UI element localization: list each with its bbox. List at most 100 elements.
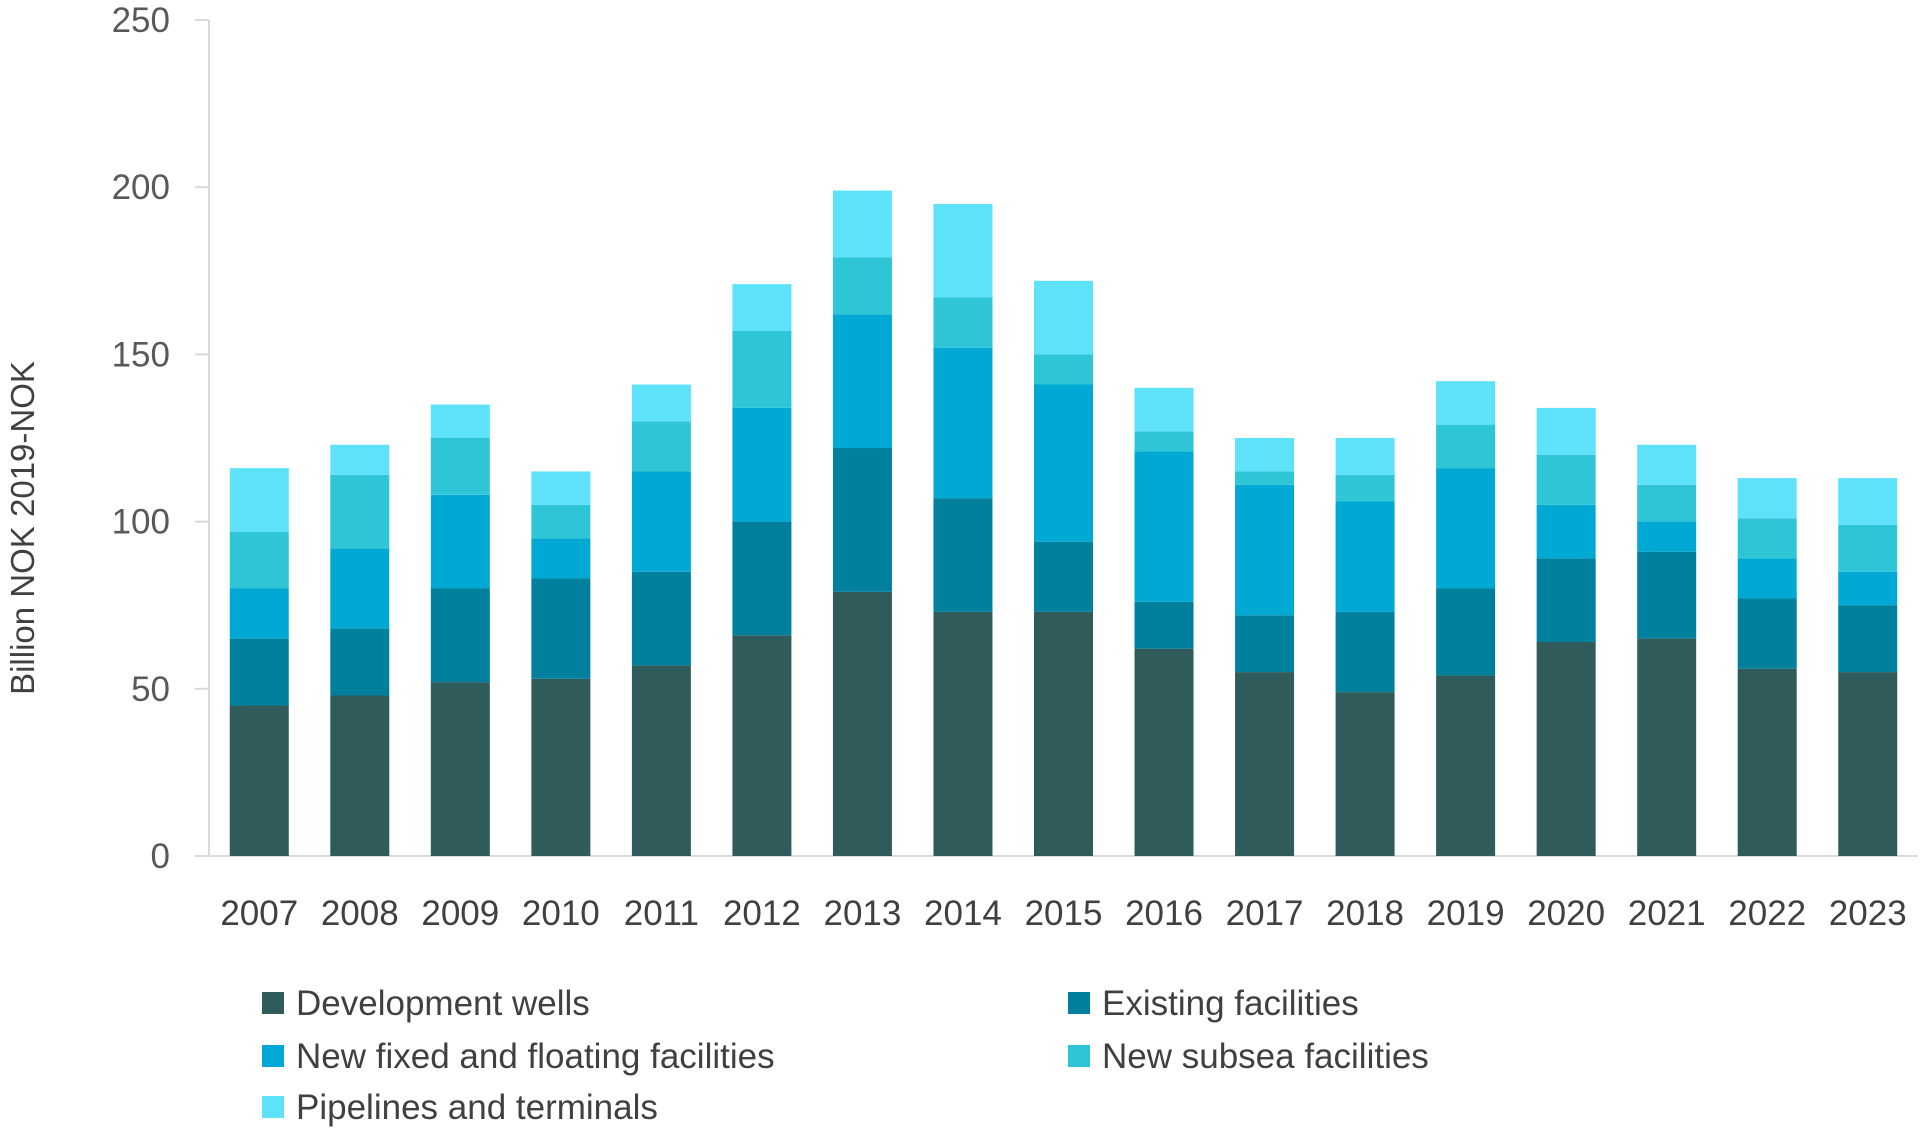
- bar-segment-development-wells-2020: [1536, 641, 1596, 856]
- bar-segment-new-fixed-and-floating-facilities-2008: [330, 548, 390, 629]
- legend-label: Development wells: [296, 984, 590, 1023]
- y-axis-title: Billion NOK 2019-NOK: [4, 361, 41, 695]
- bar-segment-existing-facilities-2023: [1838, 605, 1898, 673]
- bar-segment-pipelines-and-terminals-2013: [832, 190, 892, 258]
- bar-segment-new-subsea-facilities-2013: [832, 257, 892, 315]
- bar-segment-pipelines-and-terminals-2008: [330, 444, 390, 475]
- bar-segment-existing-facilities-2021: [1637, 551, 1697, 639]
- x-tick-label-2023: 2023: [1829, 894, 1907, 933]
- bar-segment-pipelines-and-terminals-2018: [1335, 438, 1395, 475]
- bar-segment-development-wells-2012: [732, 635, 792, 856]
- bar-segment-new-subsea-facilities-2010: [531, 504, 591, 539]
- bar-segment-pipelines-and-terminals-2021: [1637, 444, 1697, 485]
- bar-segment-existing-facilities-2015: [1034, 541, 1093, 612]
- bar-segment-new-fixed-and-floating-facilities-2012: [732, 407, 792, 522]
- bar-segment-new-subsea-facilities-2016: [1134, 431, 1194, 452]
- bar-segment-development-wells-2013: [832, 591, 892, 856]
- bar-segment-new-fixed-and-floating-facilities-2023: [1838, 571, 1898, 606]
- legend-swatch: [262, 1096, 284, 1118]
- bar-segment-new-fixed-and-floating-facilities-2009: [430, 494, 490, 589]
- bar-segment-new-subsea-facilities-2007: [229, 531, 289, 589]
- x-tick-label-2007: 2007: [220, 894, 298, 933]
- bar-segment-development-wells-2016: [1134, 648, 1194, 856]
- bar-segment-existing-facilities-2022: [1737, 598, 1797, 669]
- bar-segment-new-subsea-facilities-2022: [1737, 518, 1797, 559]
- bar-segment-new-fixed-and-floating-facilities-2020: [1536, 504, 1596, 559]
- legend-label: Existing facilities: [1102, 984, 1359, 1023]
- x-tick-label-2019: 2019: [1427, 894, 1505, 933]
- bar-segment-new-subsea-facilities-2014: [933, 297, 993, 348]
- legend-swatch: [1068, 1045, 1090, 1067]
- bar-segment-pipelines-and-terminals-2014: [933, 203, 993, 298]
- legend-label: New subsea facilities: [1102, 1037, 1429, 1076]
- bar-segment-new-fixed-and-floating-facilities-2018: [1335, 501, 1395, 612]
- legend-swatch: [262, 992, 284, 1014]
- bar-segment-new-fixed-and-floating-facilities-2011: [631, 471, 691, 572]
- y-tick-label: 100: [112, 503, 170, 542]
- bar-segment-new-fixed-and-floating-facilities-2022: [1737, 558, 1797, 599]
- x-tick-label-2008: 2008: [321, 894, 399, 933]
- x-tick-label-2010: 2010: [522, 894, 600, 933]
- y-tick-label: 250: [112, 1, 170, 40]
- bar-segment-development-wells-2018: [1335, 692, 1395, 856]
- x-tick-label-2012: 2012: [723, 894, 801, 933]
- x-tick-label-2018: 2018: [1326, 894, 1404, 933]
- bar-segment-pipelines-and-terminals-2017: [1235, 438, 1295, 472]
- bar-segment-existing-facilities-2016: [1134, 601, 1194, 649]
- bar-segment-existing-facilities-2018: [1335, 611, 1395, 693]
- bar-segment-pipelines-and-terminals-2011: [631, 384, 691, 422]
- legend-swatch: [1068, 992, 1090, 1014]
- bar-segment-development-wells-2010: [531, 678, 591, 856]
- bar-segment-new-fixed-and-floating-facilities-2010: [531, 538, 591, 579]
- y-tick-labels: 0 50 100 150 200 250: [112, 1, 209, 876]
- bar-segment-new-subsea-facilities-2009: [430, 438, 490, 495]
- bar-segment-new-subsea-facilities-2015: [1034, 354, 1093, 385]
- bar-segment-existing-facilities-2017: [1235, 615, 1295, 673]
- bar-segment-existing-facilities-2007: [229, 638, 289, 706]
- bar-segment-existing-facilities-2019: [1436, 588, 1496, 676]
- bar-segment-pipelines-and-terminals-2015: [1034, 280, 1093, 355]
- x-tick-label-2015: 2015: [1025, 894, 1103, 933]
- bar-segment-development-wells-2023: [1838, 672, 1898, 856]
- bar-segment-new-subsea-facilities-2012: [732, 330, 792, 408]
- bar-segment-new-fixed-and-floating-facilities-2016: [1134, 451, 1194, 602]
- bar-segment-pipelines-and-terminals-2019: [1436, 381, 1496, 425]
- bar-segment-new-subsea-facilities-2018: [1335, 474, 1395, 502]
- bar-segment-existing-facilities-2008: [330, 628, 390, 696]
- bar-segment-new-fixed-and-floating-facilities-2019: [1436, 468, 1496, 589]
- bar-segment-new-fixed-and-floating-facilities-2007: [229, 588, 289, 639]
- bar-segment-pipelines-and-terminals-2023: [1838, 478, 1898, 525]
- x-tick-label-2022: 2022: [1728, 894, 1806, 933]
- legend-label: Pipelines and terminals: [296, 1088, 658, 1127]
- bar-segment-development-wells-2019: [1436, 675, 1496, 856]
- bar-segment-development-wells-2021: [1637, 638, 1697, 856]
- x-tick-labels: 2007 2008 2009 2010 2011 2012 2013 2014 2015 2016…: [220, 894, 1906, 933]
- bar-segment-new-subsea-facilities-2011: [631, 421, 691, 472]
- x-tick-label-2016: 2016: [1125, 894, 1203, 933]
- bar-segment-development-wells-2017: [1235, 672, 1295, 856]
- y-tick-label: 150: [112, 335, 170, 374]
- bar-segment-existing-facilities-2012: [732, 521, 792, 636]
- bar-segment-new-fixed-and-floating-facilities-2017: [1235, 484, 1295, 616]
- bar-segment-new-subsea-facilities-2020: [1536, 454, 1596, 505]
- bar-segment-new-subsea-facilities-2008: [330, 474, 390, 549]
- bar-segment-new-subsea-facilities-2017: [1235, 471, 1295, 485]
- bar-segment-existing-facilities-2010: [531, 578, 591, 679]
- legend-swatch: [262, 1045, 284, 1067]
- bar-segment-pipelines-and-terminals-2010: [531, 471, 591, 505]
- bar-segment-new-fixed-and-floating-facilities-2014: [933, 347, 993, 499]
- y-tick-label: 50: [131, 670, 170, 709]
- bar-segment-development-wells-2009: [430, 682, 490, 856]
- bar-segment-new-subsea-facilities-2021: [1637, 484, 1697, 522]
- bar-segment-existing-facilities-2020: [1536, 558, 1596, 642]
- bar-segment-existing-facilities-2011: [631, 571, 691, 666]
- bar-segment-development-wells-2022: [1737, 668, 1797, 856]
- bar-segment-development-wells-2014: [933, 611, 993, 856]
- bar-segment-pipelines-and-terminals-2007: [229, 468, 289, 532]
- x-tick-label-2011: 2011: [624, 894, 699, 933]
- x-tick-label-2009: 2009: [421, 894, 499, 933]
- bar-segment-pipelines-and-terminals-2020: [1536, 407, 1596, 455]
- bar-segment-new-subsea-facilities-2019: [1436, 424, 1496, 469]
- x-tick-label-2021: 2021: [1628, 894, 1706, 933]
